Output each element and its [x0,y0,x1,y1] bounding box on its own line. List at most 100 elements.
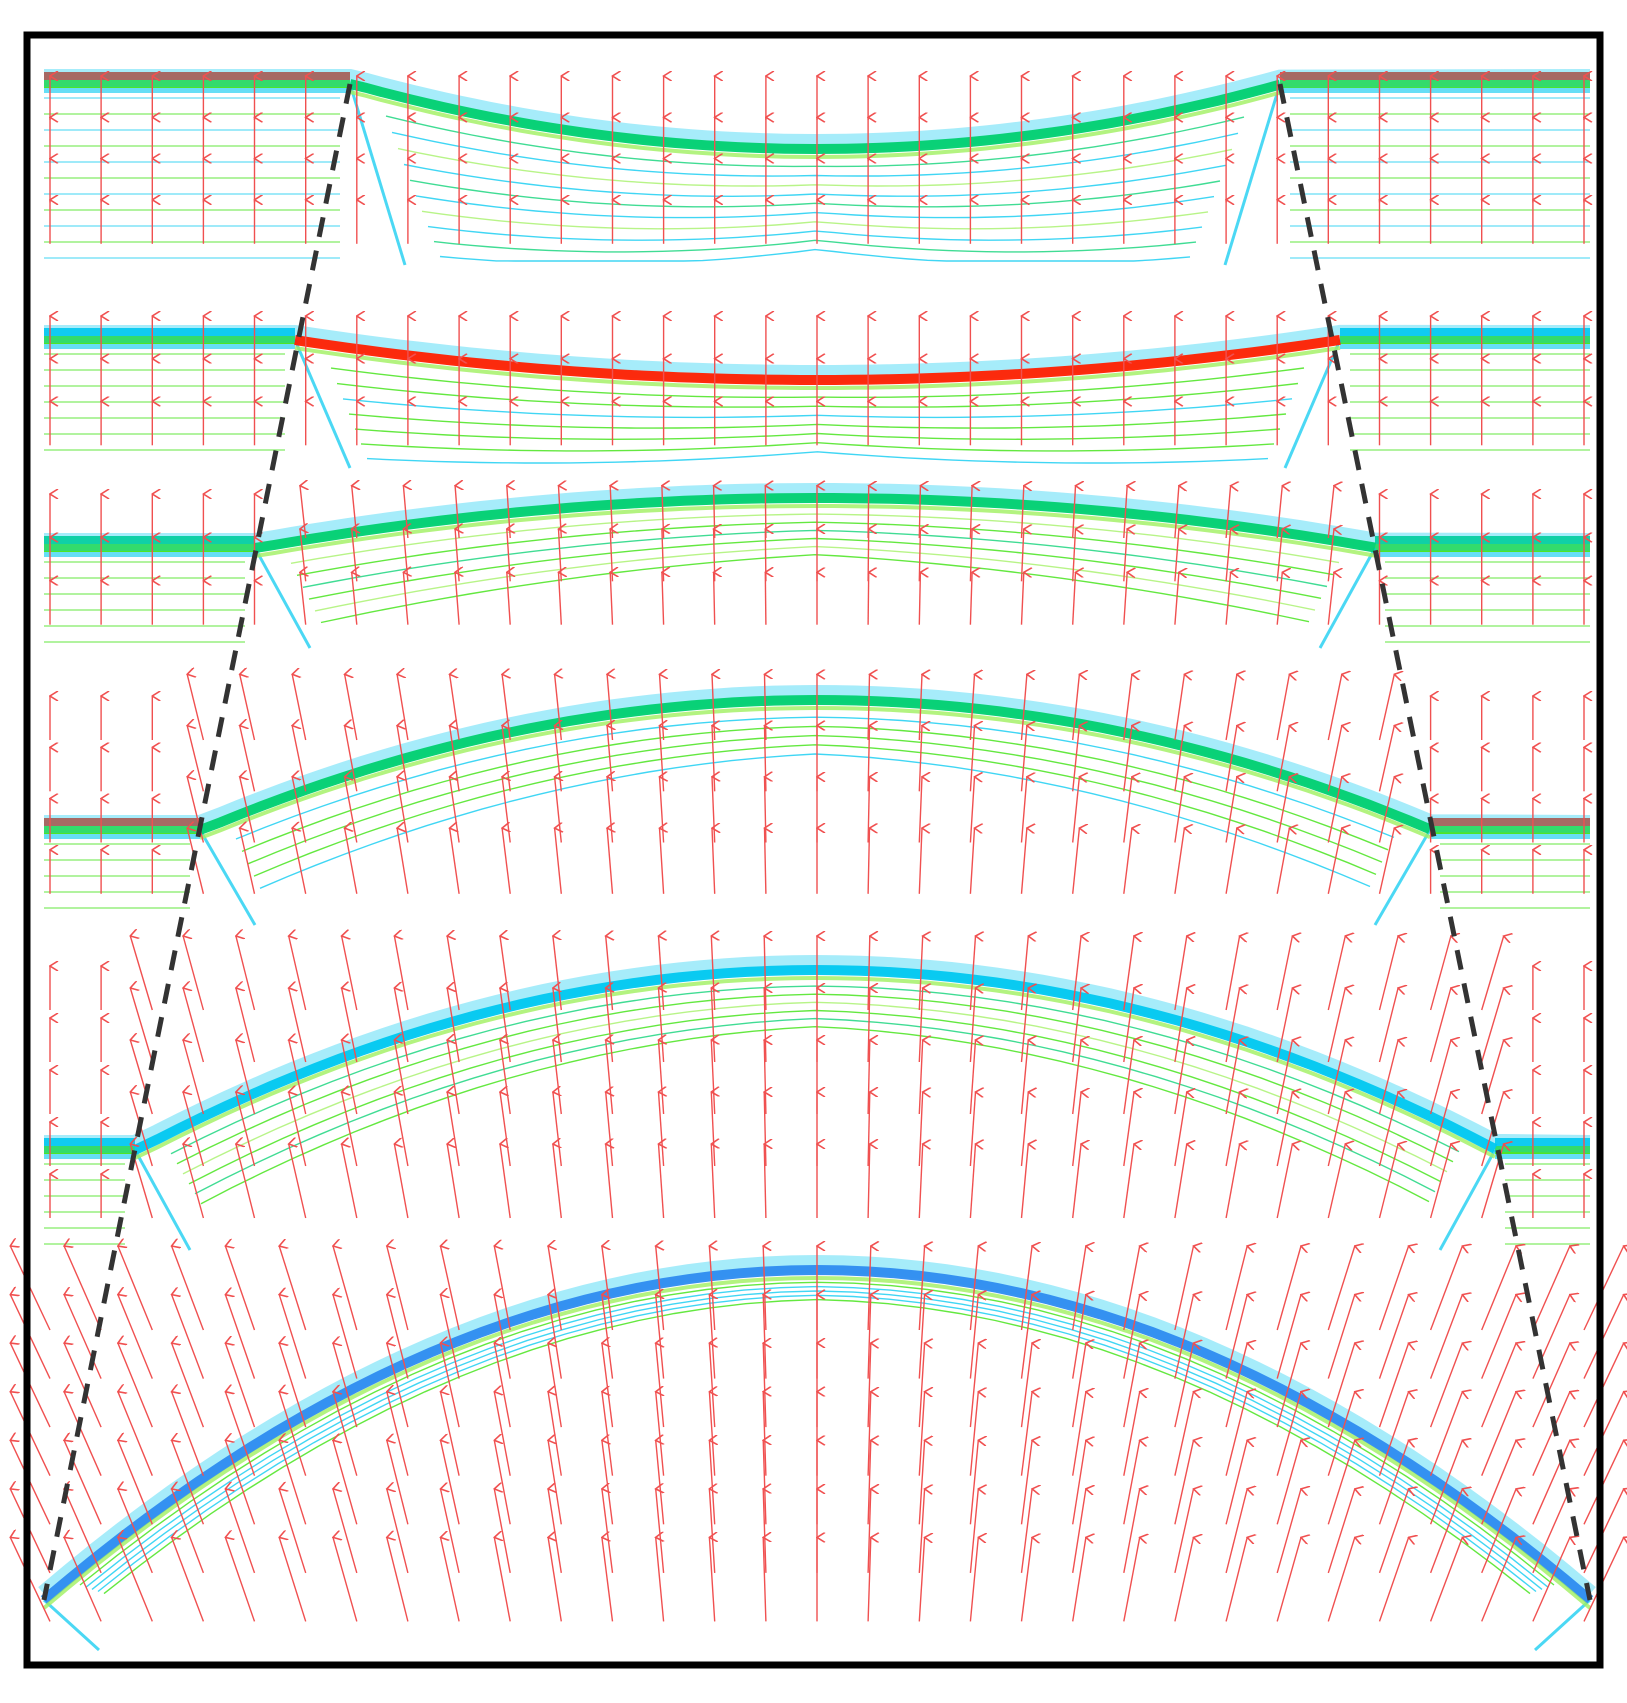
velocity-vector [394,1040,409,1115]
side-band-lower [1430,826,1590,834]
velocity-vector [1072,572,1076,625]
velocity-vector [1225,1092,1240,1167]
velocity-vector [240,674,256,741]
velocity-vector [64,1537,102,1622]
velocity-vector [494,1440,511,1525]
velocity-vector [1123,572,1127,625]
velocity-vector [1429,1392,1463,1476]
velocity-vector [342,1040,358,1115]
velocity-vector [1225,1144,1240,1219]
side-band-lower [1280,80,1590,88]
velocity-vector [1072,529,1076,582]
velocity-vector [1532,1295,1570,1379]
velocity-vector [1123,1295,1140,1379]
velocity-vector [969,777,974,843]
contour-line [366,451,1269,464]
velocity-vector [118,1246,153,1331]
velocity-vector [1276,1343,1301,1428]
velocity-vector [387,1295,409,1379]
velocity-vector [969,828,974,894]
velocity-vector [1429,1144,1451,1219]
velocity-vector [130,1040,153,1115]
velocity-vector [1276,1144,1292,1219]
contour-line [421,210,1209,230]
shock-front-trail [349,90,1281,160]
velocity-vector [709,1392,714,1476]
velocity-vector [236,1144,256,1219]
velocity-vector [494,1537,511,1622]
right-oblique-wave [1533,1598,1592,1652]
shock-front [254,493,1376,553]
velocity-vector [867,572,869,625]
velocity-vector [660,828,664,894]
panel-1 [44,69,1590,266]
velocity-vector [553,936,562,1011]
velocity-vector [1123,1537,1140,1622]
velocity-vector [1020,1343,1033,1428]
contour-line [314,545,1316,612]
velocity-vector [1378,1040,1399,1115]
velocity-vector [711,1040,714,1115]
velocity-vector [236,1040,256,1115]
velocity-vector [345,674,358,741]
velocity-vector [1225,486,1231,539]
velocity-vector [1532,1537,1570,1622]
velocity-vector [1225,1040,1240,1115]
velocity-vector [918,1343,924,1428]
velocity-vector [1072,936,1081,1011]
velocity-vector [1378,1144,1399,1219]
velocity-vector [64,1246,102,1331]
velocity-vector [1225,529,1231,582]
velocity-vector [1532,1246,1570,1331]
velocity-vector [387,1440,409,1525]
velocity-vector [1225,936,1240,1011]
velocity-vector [764,1040,766,1115]
velocity-vector [765,828,766,894]
side-band-edge [44,88,350,93]
velocity-vector [867,1489,871,1573]
velocity-vector [969,1343,978,1428]
velocity-vector [610,572,612,625]
velocity-vector [1072,1144,1081,1219]
contour-line [403,163,1227,198]
velocity-vector [342,1144,358,1219]
velocity-vector [1020,1295,1033,1379]
velocity-vector [1378,674,1395,741]
velocity-vector [187,726,205,792]
velocity-vector [711,988,714,1063]
velocity-vector [1276,988,1292,1063]
velocity-vector [918,1144,922,1219]
velocity-vector [1174,1295,1194,1379]
panel-5 [44,936,1590,1251]
contour-line [241,725,1389,853]
velocity-vector [1174,988,1187,1063]
velocity-vector [118,1537,153,1622]
front-halo [44,684,1591,833]
front-halo [44,483,1591,551]
velocity-vector [1174,1144,1187,1219]
velocity-vector [225,1343,256,1428]
side-band-edge [44,834,200,839]
velocity-vector [764,936,766,1011]
velocity-vector [333,1489,358,1574]
side-band [1340,328,1590,336]
contour-line [235,716,1395,840]
velocity-vector [225,1489,256,1574]
velocity-vector [1123,486,1127,539]
velocity-vector [918,777,922,843]
side-band [1430,818,1590,826]
velocity-vector [1276,1440,1301,1525]
velocity-vector [1072,726,1080,792]
velocity-vector [1429,1489,1463,1574]
velocity-vector [172,1392,205,1476]
velocity-vector [1225,988,1240,1063]
guide-lines-group [41,83,1593,1601]
velocity-vector [240,828,256,894]
velocity-vector [441,1295,460,1379]
velocity-vector [289,1092,307,1167]
side-band-edge [1280,88,1590,93]
velocity-vector [1327,529,1334,582]
velocity-vector [118,1489,153,1574]
velocity-vector [342,1092,358,1167]
velocity-vector [1123,1489,1140,1574]
